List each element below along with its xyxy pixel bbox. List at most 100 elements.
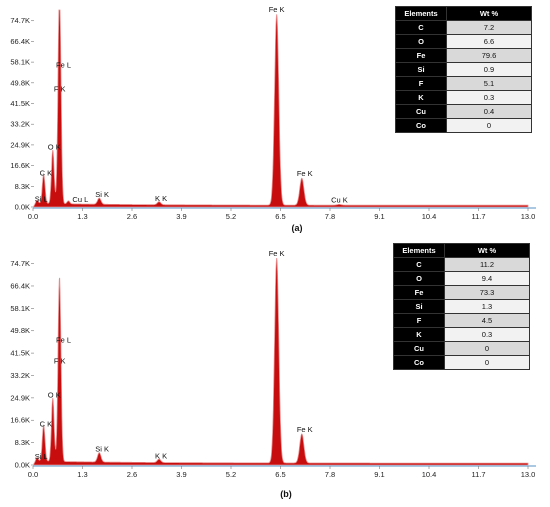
y-tick-label: 24.9K xyxy=(10,393,30,402)
table-row: C 7.2 xyxy=(395,20,532,35)
peak-label: Fe K xyxy=(297,169,313,178)
elements-header: Elements xyxy=(393,243,445,258)
x-tick-label: 9.1 xyxy=(374,212,384,221)
element-cell: K xyxy=(395,90,447,105)
peak-label: Fe K xyxy=(297,425,313,434)
peak-label: Cu K xyxy=(331,195,348,204)
table-row: O 6.6 xyxy=(395,34,532,49)
wt-cell: 0.3 xyxy=(446,90,532,105)
elements-header: Elements xyxy=(395,6,447,21)
y-tick-label: 33.2K xyxy=(10,371,30,380)
y-tick-label: 49.8K xyxy=(10,78,30,87)
table-row: Co 0 xyxy=(395,118,532,133)
wt-cell: 11.2 xyxy=(444,257,530,272)
peak-label: C K xyxy=(40,420,53,429)
element-cell: Fe xyxy=(393,285,445,300)
x-tick-label: 3.9 xyxy=(176,212,186,221)
y-tick-label: 16.6K xyxy=(10,416,30,425)
wt-cell: 0 xyxy=(446,118,532,133)
wt-header: Wt % xyxy=(446,6,532,21)
peak-label: C K xyxy=(40,169,53,178)
element-cell: F xyxy=(393,313,445,328)
x-tick-label: 11.7 xyxy=(471,212,485,221)
wt-cell: 7.2 xyxy=(446,20,532,35)
element-cell: Si xyxy=(395,62,447,77)
table-row: Si 1.3 xyxy=(393,299,530,314)
peak-label: Cu L xyxy=(72,195,88,204)
wt-cell: 5.1 xyxy=(446,76,532,91)
x-tick-label: 5.2 xyxy=(226,470,236,479)
x-tick-label: 1.3 xyxy=(77,470,87,479)
y-tick-label: 24.9K xyxy=(10,140,30,149)
wt-cell: 1.3 xyxy=(444,299,530,314)
peak-label: Fe K xyxy=(269,5,285,14)
element-cell: F xyxy=(395,76,447,91)
peak-label: F K xyxy=(54,356,66,365)
y-tick-label: 41.5K xyxy=(10,99,30,108)
x-tick-label: 7.8 xyxy=(325,212,335,221)
x-tick-label: 6.5 xyxy=(275,470,285,479)
peak-label: Fe L xyxy=(56,61,71,70)
y-tick-label: 58.1K xyxy=(10,58,30,67)
spectrum-panel-0: 0.0K8.3K16.6K24.9K33.2K41.5K49.8K58.1K66… xyxy=(10,5,536,233)
x-tick-label: 13.0 xyxy=(521,470,536,479)
y-tick-label: 0.0K xyxy=(15,461,30,470)
element-cell: Cu xyxy=(395,104,447,119)
y-tick-label: 74.7K xyxy=(10,259,30,268)
x-tick-label: 2.6 xyxy=(127,212,137,221)
peak-label: Fe K xyxy=(269,249,285,258)
spectrum-area xyxy=(33,9,529,208)
spectrum-area xyxy=(33,257,529,466)
table-row: Si 0.9 xyxy=(395,62,532,77)
element-cell: Co xyxy=(395,118,447,133)
table-row: Fe 79.6 xyxy=(395,48,532,63)
wt-cell: 73.3 xyxy=(444,285,530,300)
x-tick-label: 13.0 xyxy=(521,212,536,221)
spectrum-panel-1: 0.0K8.3K16.6K24.9K33.2K41.5K49.8K58.1K66… xyxy=(10,249,536,499)
wt-cell: 79.6 xyxy=(446,48,532,63)
x-tick-label: 0.0 xyxy=(28,470,38,479)
x-tick-label: 0.0 xyxy=(28,212,38,221)
wt-cell: 0.3 xyxy=(444,327,530,342)
wt-cell: 0.4 xyxy=(446,104,532,119)
panel-label: (a) xyxy=(292,223,303,233)
peak-label: Fe L xyxy=(56,336,71,345)
peak-label: Si K xyxy=(95,445,109,454)
y-tick-label: 0.0K xyxy=(15,203,30,212)
wt-cell: 0 xyxy=(444,341,530,356)
x-tick-label: 3.9 xyxy=(176,470,186,479)
peak-label: Si L xyxy=(35,452,48,461)
wt-cell: 9.4 xyxy=(444,271,530,286)
y-tick-label: 58.1K xyxy=(10,304,30,313)
peak-label: F K xyxy=(54,84,66,93)
table-row: Cu 0 xyxy=(393,341,530,356)
table-row: Fe 73.3 xyxy=(393,285,530,300)
table-row: F 4.5 xyxy=(393,313,530,328)
x-tick-label: 1.3 xyxy=(77,212,87,221)
y-tick-label: 16.6K xyxy=(10,161,30,170)
element-cell: C xyxy=(393,257,445,272)
table-row: Co 0 xyxy=(393,355,530,370)
y-tick-label: 8.3K xyxy=(15,182,30,191)
x-tick-label: 5.2 xyxy=(226,212,236,221)
x-tick-label: 7.8 xyxy=(325,470,335,479)
peak-label: K K xyxy=(155,194,167,203)
x-tick-label: 2.6 xyxy=(127,470,137,479)
x-tick-label: 10.4 xyxy=(422,470,437,479)
element-cell: Fe xyxy=(395,48,447,63)
peak-label: O K xyxy=(48,142,61,151)
y-tick-label: 66.4K xyxy=(10,281,30,290)
peak-label: Si K xyxy=(95,190,109,199)
composition-table-a: Elements Wt % C 7.2 O 6.6 Fe 79.6 Si 0.9 F 5.… xyxy=(395,6,532,133)
x-tick-label: 6.5 xyxy=(275,212,285,221)
element-cell: O xyxy=(395,34,447,49)
element-cell: Cu xyxy=(393,341,445,356)
table-row: K 0.3 xyxy=(393,327,530,342)
table-row: K 0.3 xyxy=(395,90,532,105)
x-tick-label: 9.1 xyxy=(374,470,384,479)
element-cell: C xyxy=(395,20,447,35)
element-cell: Co xyxy=(393,355,445,370)
y-tick-label: 8.3K xyxy=(15,438,30,447)
